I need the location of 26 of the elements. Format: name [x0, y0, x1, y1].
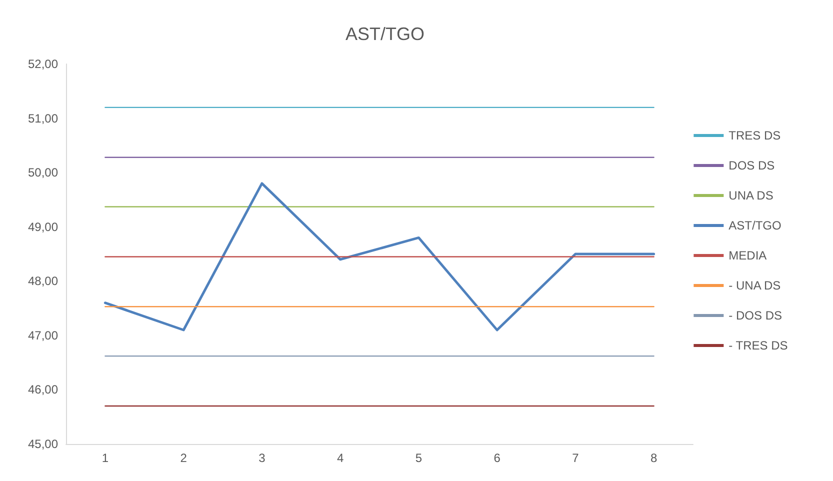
legend-label: TRES DS — [728, 128, 781, 142]
y-tick-label: 52,00 — [28, 57, 58, 71]
legend-label: - DOS DS — [728, 308, 782, 322]
chart-title: AST/TGO — [345, 24, 425, 44]
x-tick-label: 5 — [415, 451, 422, 465]
y-tick-label: 50,00 — [28, 166, 58, 180]
legend-label: AST/TGO — [728, 218, 782, 232]
y-tick-label: 46,00 — [28, 382, 58, 397]
legend-label: UNA DS — [728, 188, 774, 202]
x-tick-label: 6 — [494, 451, 501, 465]
legend-label: - TRES DS — [728, 338, 788, 352]
x-tick-label: 4 — [336, 451, 344, 465]
y-tick-label: 48,00 — [28, 274, 58, 288]
x-tick-label: 3 — [258, 451, 266, 465]
x-tick-label: 1 — [102, 451, 109, 465]
legend-label: - UNA DS — [728, 278, 781, 292]
line-series — [104, 182, 656, 332]
y-tick-label: 49,00 — [28, 220, 58, 234]
legend-label: DOS DS — [728, 158, 775, 172]
y-tick-label: 45,00 — [28, 437, 58, 451]
legend-label: MEDIA — [728, 248, 767, 262]
x-tick-label: 8 — [650, 451, 658, 465]
x-tick-label: 2 — [180, 451, 188, 465]
y-tick-label: 51,00 — [28, 111, 58, 126]
y-tick-label: 47,00 — [28, 328, 58, 342]
x-tick-label: 7 — [572, 451, 580, 465]
